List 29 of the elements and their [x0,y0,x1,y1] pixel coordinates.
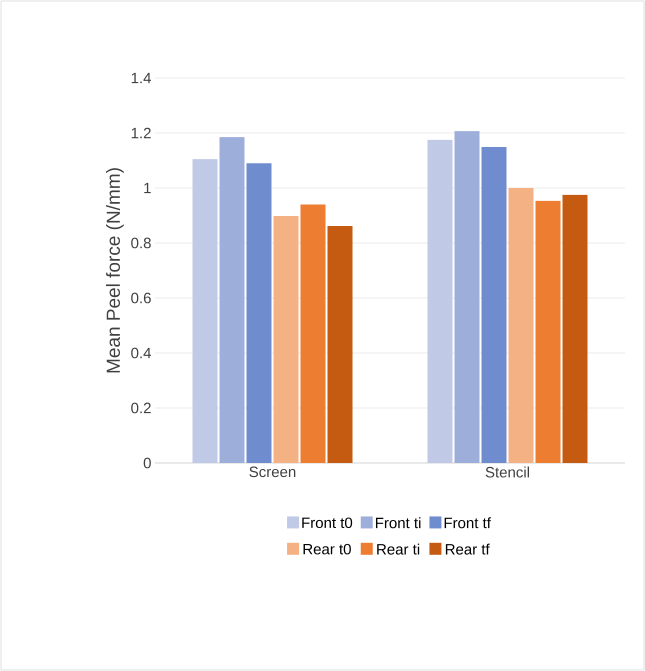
y-tick-label: 0.8 [131,238,151,248]
legend-label: Rear tf [446,544,490,555]
y-tick-label: 1.2 [132,128,151,138]
x-tick-label: Screen [249,466,296,478]
bar [300,204,326,463]
legend-label: Front tf [444,517,491,528]
legend-label: Front ti [376,517,420,528]
y-axis-title: Mean Peel force (N/mm) [106,168,124,372]
y-tick-label: 0.4 [131,348,152,358]
legend-label: Rear t0 [304,544,351,554]
y-tick-label: 0 [144,458,151,468]
bar [246,163,272,463]
x-tick-label: Stencil [486,466,529,478]
bar [562,194,588,463]
bar [482,147,507,463]
bar [428,140,453,463]
y-tick-label: 0.2 [131,402,151,414]
bar [220,137,245,463]
y-tick-label: 1.4 [132,72,152,84]
y-tick-label: 0.6 [131,292,151,304]
bar [536,200,561,463]
bar [508,188,534,463]
bar [328,226,353,463]
bar [192,159,218,463]
legend-label: Front t0 [302,517,352,528]
bar [274,216,298,463]
legend-label: Rear ti [377,544,420,555]
y-tick-label: 1 [144,182,151,194]
bar [454,131,480,463]
